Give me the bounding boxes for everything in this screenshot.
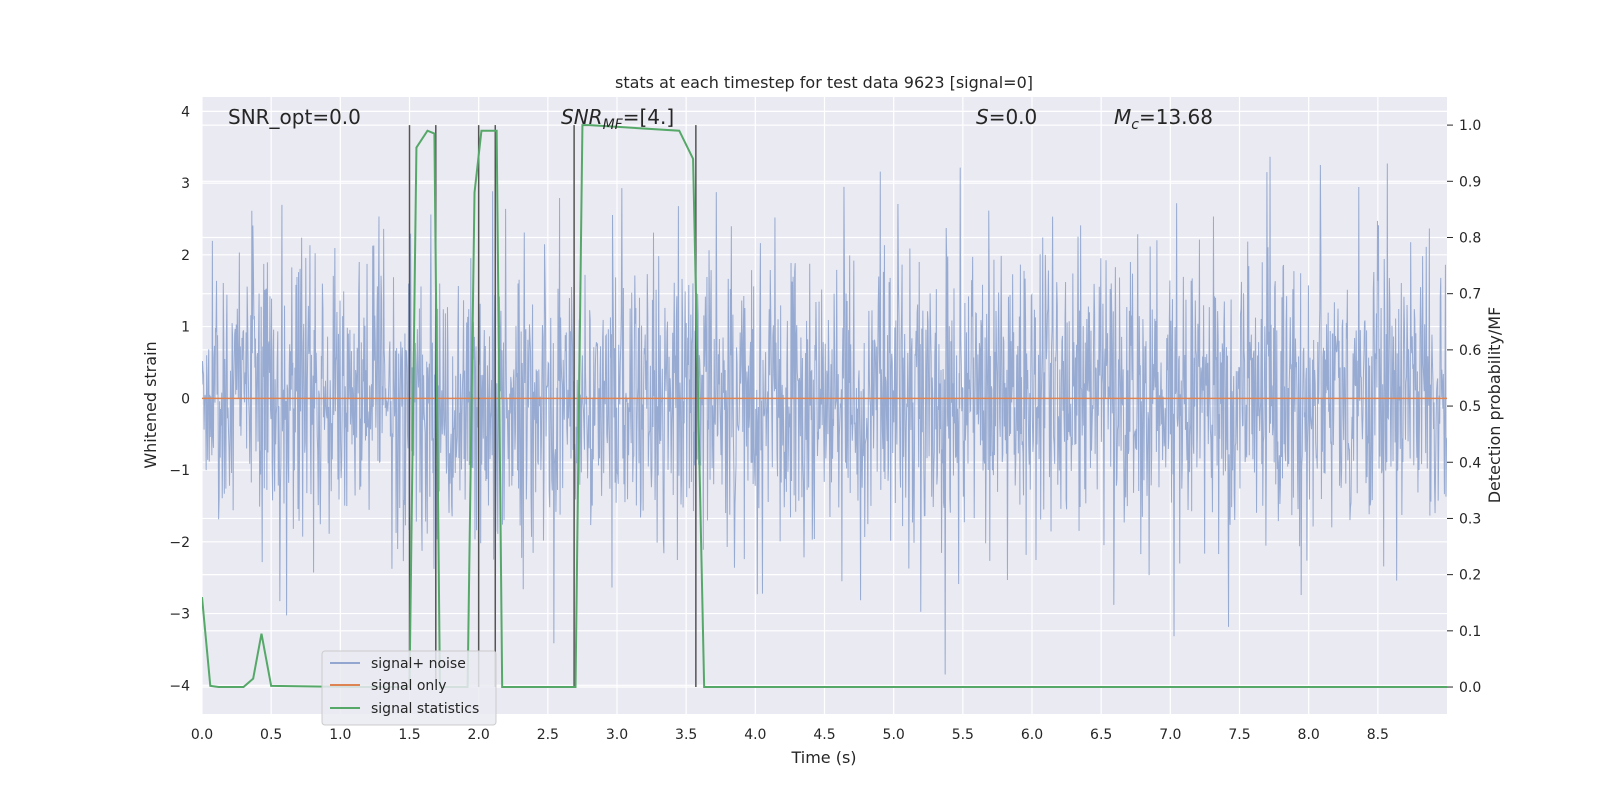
legend: signal+ noise signal only signal statist…: [321, 650, 497, 726]
y2-tick-label: 0.2: [1459, 568, 1481, 584]
annotation-mc-symbol: M: [1114, 105, 1131, 129]
y-tick-label: 3: [181, 176, 190, 192]
x-tick-label: 0.0: [191, 727, 213, 743]
annotation-s-value: =0.0: [989, 105, 1038, 129]
legend-box: [321, 650, 497, 726]
y2-tick-label: 0.9: [1459, 174, 1481, 190]
x-tick-label: 5.5: [952, 727, 974, 743]
y2-tick-label: 0.1: [1459, 624, 1481, 640]
y-tick-label: −4: [169, 678, 190, 694]
legend-label-signal-only: signal only: [371, 678, 446, 694]
x-tick-label: 4.0: [744, 727, 766, 743]
y-tick-label: −2: [169, 535, 190, 551]
x-tick-label: 8.0: [1298, 727, 1320, 743]
x-tick-label: 6.0: [1021, 727, 1043, 743]
annotation-snr-mf-value: =[4.]: [623, 105, 674, 129]
x-tick-label: 0.5: [260, 727, 282, 743]
x-tick-label: 3.5: [675, 727, 697, 743]
y2-tick-label: 1.0: [1459, 118, 1481, 134]
y2-tick-label: 0.3: [1459, 511, 1481, 527]
x-tick-label: 2.0: [468, 727, 490, 743]
x-tick-label: 4.5: [813, 727, 835, 743]
x-tick-label: 2.5: [537, 727, 559, 743]
x-axis-label: Time (s): [790, 748, 856, 767]
y-tick-label: 2: [181, 248, 190, 264]
annotation-mc-value: =13.68: [1139, 105, 1213, 129]
annotation-s-symbol: S: [976, 105, 989, 129]
annotation-snr-opt: SNR_opt=0.0: [228, 105, 361, 129]
y2-tick-label: 0.6: [1459, 343, 1481, 359]
y2-tick-label: 0.7: [1459, 287, 1481, 303]
chart-title: stats at each timestep for test data 962…: [615, 73, 1033, 92]
x-tick-label: 6.5: [1090, 727, 1112, 743]
axes: 0.0 0.5 1.0 1.5 2.0 2.5 3.0 3.5 4.0 4.5 5.0 5.5 6.0 6…: [169, 104, 1481, 743]
x-tick-label: 5.0: [883, 727, 905, 743]
legend-label-signal-statistics: signal statistics: [371, 701, 479, 717]
y2-axis-label: Detection probability/MF: [1485, 307, 1504, 504]
y-tick-label: −1: [169, 463, 190, 479]
annotation-s: S=0.0: [976, 105, 1037, 129]
annotation-snr-mf-main: SNR: [561, 105, 603, 129]
y2-tick-label: 0.4: [1459, 455, 1481, 471]
y2-tick-label: 0.8: [1459, 230, 1481, 246]
y-tick-label: 0: [181, 391, 190, 407]
y2-tick-label: 0.5: [1459, 399, 1481, 415]
x-tick-label: 1.0: [329, 727, 351, 743]
y-axis-label: Whitened strain: [141, 341, 160, 468]
legend-label-signal-noise: signal+ noise: [371, 656, 466, 672]
x-tick-label: 1.5: [398, 727, 420, 743]
annotation-snr-mf: SNRMF=[4.]: [561, 105, 674, 133]
x-tick-label: 7.5: [1228, 727, 1250, 743]
x-tick-label: 7.0: [1159, 727, 1181, 743]
annotation-mc-sub: c: [1131, 117, 1139, 133]
y-tick-label: 4: [181, 104, 190, 120]
annotation-mc: Mc=13.68: [1114, 105, 1213, 133]
y-tick-label: 1: [181, 320, 190, 336]
annotation-snr-mf-sub: MF: [603, 117, 624, 133]
y-tick-label: −3: [169, 607, 190, 623]
x-tick-label: 8.5: [1367, 727, 1389, 743]
y2-tick-label: 0.0: [1459, 680, 1481, 696]
x-tick-label: 3.0: [606, 727, 628, 743]
